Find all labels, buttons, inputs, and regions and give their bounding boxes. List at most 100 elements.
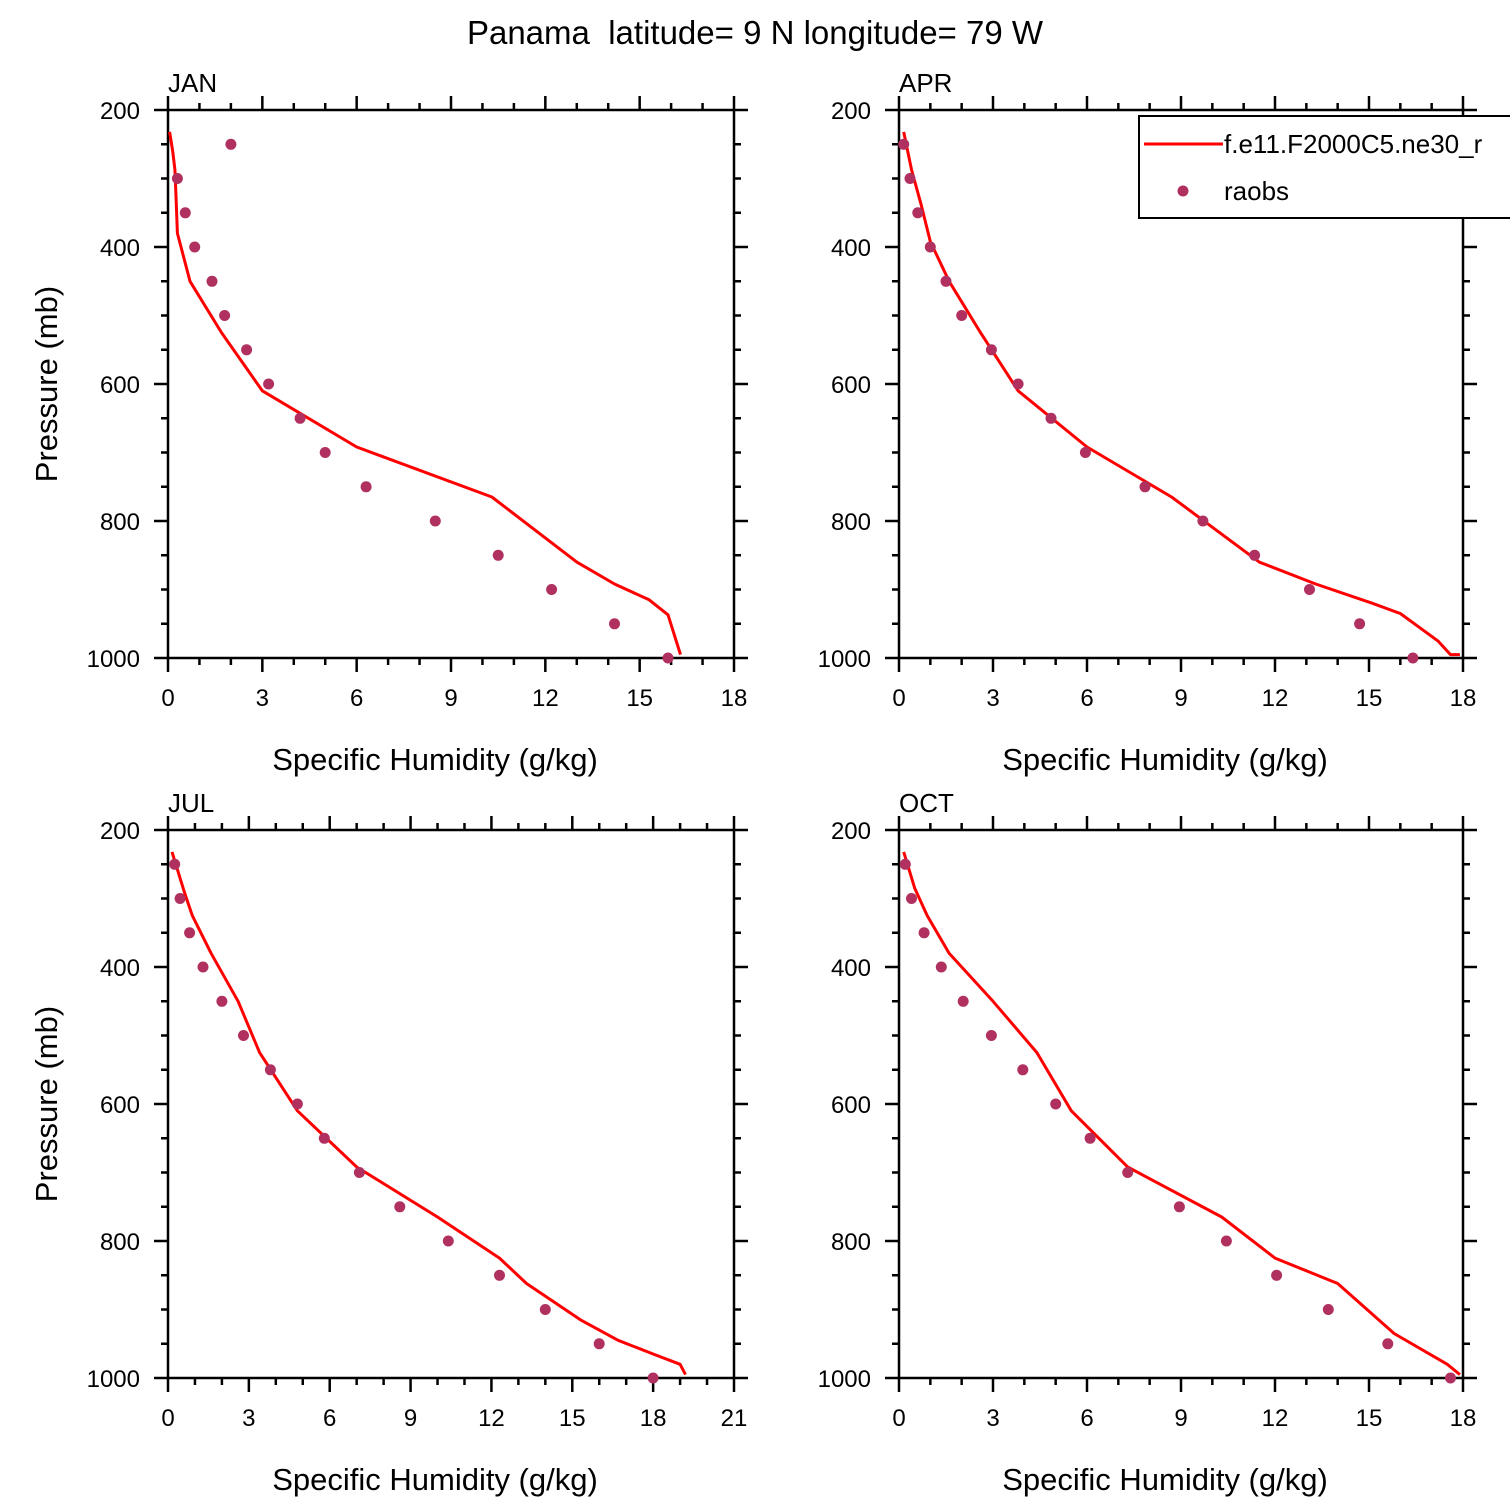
raobs-point-oct [1084,1132,1096,1144]
y-tick-label-jul: 400 [100,955,140,982]
x-tick-label-oct: 12 [1262,1405,1289,1432]
raobs-point-jul [394,1201,406,1213]
x-axis-title-apr: Specific Humidity (g/kg) [1002,742,1328,777]
y-axis-title-jul: Pressure (mb) [29,1006,64,1202]
raobs-point-jan [171,173,183,184]
x-tick-label-apr: 3 [986,685,999,712]
raobs-point-apr [1139,481,1151,493]
raobs-point-jul [216,995,228,1007]
x-tick-label-jul: 9 [404,1405,417,1432]
raobs-point-oct [1445,1372,1456,1384]
raobs-point-jan [241,344,253,356]
raobs-point-oct [906,893,917,904]
raobs-point-jan [360,481,372,493]
y-axis-title-jan: Pressure (mb) [29,286,64,482]
y-tick-label-jan: 600 [100,372,140,399]
x-tick-label-jan: 15 [626,685,653,712]
raobs-point-apr [1407,652,1419,664]
model-line-jan [168,131,682,656]
raobs-point-jan [206,275,218,287]
x-axis-title-jul: Specific Humidity (g/kg) [272,1462,598,1497]
raobs-point-apr [1045,412,1057,424]
y-tick-label-jul: 200 [100,818,140,845]
y-tick-label-oct: 800 [831,1229,871,1256]
raobs-point-oct [957,995,969,1007]
raobs-point-apr [1012,378,1024,390]
raobs-point-apr [1304,584,1315,595]
raobs-point-jul [494,1269,505,1281]
y-tick-label-jul: 600 [100,1092,140,1119]
x-axis-title-oct: Specific Humidity (g/kg) [1002,1462,1328,1497]
x-tick-label-apr: 0 [892,685,905,712]
plot-frame-jul [166,828,736,1380]
figure-title: Panama latitude= 9 N longitude= 79 W [467,14,1044,51]
panel-oct: OCT 0 3 6 9 12 15 18 200 400 600 800 1000 Specific Hu… [818,788,1477,1497]
raobs-point-jul [318,1132,330,1144]
x-tick-label-oct: 18 [1450,1405,1477,1432]
x-axis-title-jan: Specific Humidity (g/kg) [272,742,598,777]
y-tick-label-apr: 200 [831,98,871,125]
raobs-point-apr [940,275,952,287]
raobs-point-jan [189,241,201,253]
raobs-point-oct [1173,1201,1185,1213]
x-tick-label-jul: 15 [559,1405,586,1432]
x-tick-label-apr: 12 [1262,685,1289,712]
raobs-point-oct [1382,1338,1394,1350]
raobs-point-oct [1122,1167,1134,1178]
raobs-point-apr [912,207,924,219]
x-tick-label-jul: 18 [640,1405,667,1432]
raobs-point-jul [353,1167,365,1178]
plot-frame-jan [166,108,736,660]
y-tick-label-apr: 400 [831,235,871,262]
x-tick-label-jul: 21 [721,1405,748,1432]
raobs-point-jul [442,1235,454,1247]
raobs-point-jul [593,1338,605,1350]
y-tick-label-jan: 1000 [87,646,140,673]
y-tick-label-apr: 800 [831,509,871,536]
raobs-point-jul [291,1098,303,1110]
y-tick-label-jul: 1000 [87,1366,140,1393]
x-tick-label-jan: 0 [161,685,174,712]
legend: f.e11.F2000C5.ne30_r raobs [1138,115,1510,219]
raobs-point-jul [184,927,196,939]
raobs-point-jul [647,1372,659,1384]
raobs-point-jan [225,138,237,150]
raobs-point-oct [1050,1098,1062,1110]
x-tick-label-jul: 3 [242,1405,255,1432]
x-tick-label-apr: 18 [1450,685,1477,712]
plot-frame-oct [897,828,1465,1380]
panel-jan: JAN 0 3 6 9 12 15 18 200 400 600 800 1000 Specific Hu… [29,68,748,777]
raobs-point-apr [956,310,968,321]
raobs-point-jul [238,1030,249,1041]
raobs-point-oct [935,961,947,973]
x-tick-label-jul: 0 [161,1405,174,1432]
x-tick-label-apr: 9 [1174,685,1187,712]
raobs-point-jan [609,618,620,630]
y-tick-label-jan: 800 [100,509,140,536]
raobs-point-apr [904,173,916,184]
legend-raobs-swatch [1177,185,1189,197]
model-line-apr [902,131,1460,657]
x-tick-label-oct: 6 [1080,1405,1093,1432]
x-tick-label-jan: 18 [721,685,748,712]
raobs-point-jan [263,378,275,390]
raobs-point-oct [1322,1304,1334,1315]
panel-title-jan: JAN [168,68,217,98]
raobs-point-jul [197,961,209,973]
legend-box [1138,115,1510,219]
y-tick-label-oct: 600 [831,1092,871,1119]
x-tick-label-oct: 15 [1356,1405,1383,1432]
raobs-point-jan [662,652,674,664]
x-tick-label-jul: 6 [323,1405,336,1432]
raobs-point-apr [985,344,997,356]
raobs-point-jan [492,549,504,561]
raobs-point-jul [539,1304,551,1315]
panel-title-apr: APR [899,68,952,98]
raobs-point-jul [169,858,181,870]
panel-title-oct: OCT [899,788,954,818]
raobs-point-apr [898,138,910,150]
model-line-oct [902,851,1461,1376]
raobs-point-apr [1354,618,1366,630]
x-tick-label-apr: 6 [1080,685,1093,712]
raobs-point-jan [179,207,191,219]
